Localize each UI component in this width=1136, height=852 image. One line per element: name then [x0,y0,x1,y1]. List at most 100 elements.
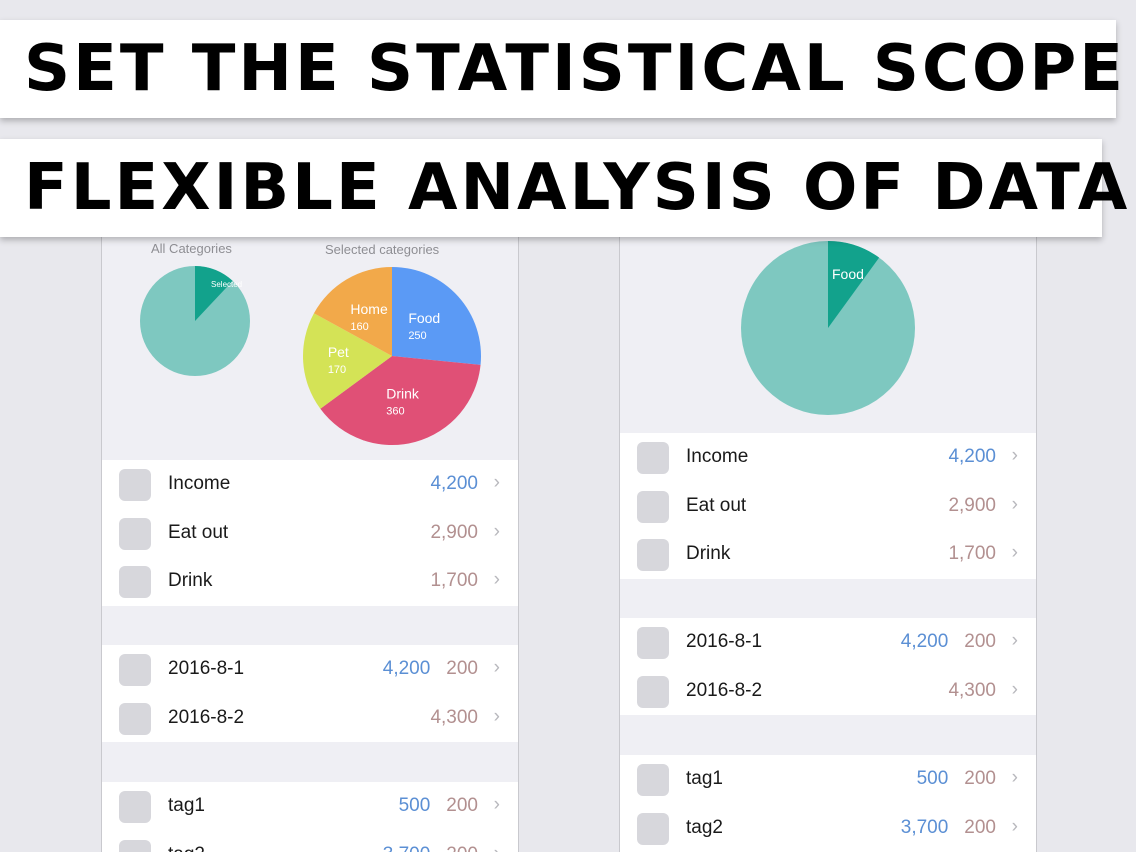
row-value-secondary: 200 [964,768,996,789]
row-label: 2016-8-2 [168,706,245,728]
food-scope-pie[interactable]: Food [740,240,916,416]
row-value: 4,200 [430,473,478,494]
selected-categories-caption: Selected categories [325,242,440,257]
tag-row[interactable]: tag1 500 200 › [620,755,1036,804]
slice-value: 160 [350,321,368,333]
row-value: 3,700 [900,816,949,838]
all-categories-pie[interactable]: Selected [135,261,255,381]
checkbox[interactable] [637,539,669,572]
pie-slice-food[interactable] [392,267,481,365]
headline-text-2: FLEXIBLE ANALYSIS OF DATA [24,151,1131,225]
tag-row[interactable]: tag1 500 200 › [102,782,518,831]
row-value-secondary: 200 [964,631,996,652]
checkbox[interactable] [119,791,151,823]
row-label: Income [168,473,231,494]
chevron-right-icon: › [1011,445,1018,466]
row-value: 4,300 [948,679,996,701]
chevron-right-icon: › [493,520,500,542]
slice-value: 360 [386,406,404,418]
slice-label: Food [408,310,440,326]
headline-banner-2: FLEXIBLE ANALYSIS OF DATA [0,139,1127,237]
row-value: 2,900 [948,494,996,516]
category-row-drink[interactable]: Drink 1,700 › [620,530,1036,579]
checkbox[interactable] [637,812,669,845]
category-row-income[interactable]: Income 4,200 › [102,460,518,509]
row-value-secondary: 200 [446,844,478,852]
checkbox[interactable] [119,702,151,735]
category-row-eat-out[interactable]: Eat out 2,900 › [102,509,518,558]
row-label: Drink [168,570,213,592]
row-label: Eat out [686,494,747,516]
food-slice [828,241,880,328]
checkbox[interactable] [637,442,669,474]
left-phone-screen: All Categories Selected categories Selec… [101,200,519,852]
row-value: 1,700 [430,570,478,592]
tag-row[interactable]: tag2 3,700 200 › [620,804,1036,852]
checkbox[interactable] [637,764,669,796]
tag-row[interactable]: tag2 3,700 200 › [102,831,518,852]
pie-slice-drink[interactable] [320,356,481,445]
checkbox[interactable] [119,469,151,501]
row-value: 500 [398,795,431,816]
row-value: 2,900 [430,521,478,543]
checkbox[interactable] [637,490,669,523]
chevron-right-icon: › [1011,678,1018,700]
left-tags-section: tag1 500 200 › tag2 3,700 200 › [102,782,518,852]
row-value: 4,300 [430,706,478,728]
checkbox[interactable] [637,675,669,708]
category-row-income[interactable]: Income 4,200 › [620,433,1036,482]
checkbox[interactable] [119,654,151,686]
category-row-eat-out[interactable]: Eat out 2,900 › [620,482,1036,531]
right-tags-section: tag1 500 200 › tag2 3,700 200 › [620,755,1036,852]
slice-label: Drink [386,386,420,402]
chevron-right-icon: › [1011,493,1018,515]
selected-slice [195,266,233,321]
right-categories-section: Income 4,200 › Eat out 2,900 › Drink 1,7… [620,433,1036,580]
checkbox[interactable] [119,566,151,599]
row-value-secondary: 200 [964,816,996,838]
pie-slice-pet[interactable] [303,313,392,409]
chevron-right-icon: › [1011,630,1018,651]
date-row[interactable]: 2016-8-2 4,300 › [102,694,518,743]
pie-slice-home[interactable] [313,267,392,356]
checkbox[interactable] [637,627,669,659]
row-label: tag2 [168,844,205,852]
row-value: 1,700 [948,543,996,565]
left-categories-section: Income 4,200 › Eat out 2,900 › Drink 1,7… [102,460,518,607]
category-row-drink[interactable]: Drink 1,700 › [102,557,518,606]
row-label: tag2 [686,816,723,838]
date-row[interactable]: 2016-8-1 4,200 200 › [620,618,1036,667]
left-dates-section: 2016-8-1 4,200 200 › 2016-8-2 4,300 › [102,645,518,743]
chevron-right-icon: › [1011,815,1018,837]
checkbox[interactable] [119,517,151,550]
row-value: 4,200 [900,631,949,652]
row-label: tag1 [168,795,205,816]
row-label: Eat out [168,521,229,543]
row-value-secondary: 200 [446,795,478,816]
slice-value: 250 [408,330,426,342]
food-slice-label: Food [832,266,864,282]
selected-categories-pie[interactable]: Food 250 Drink 360 Pet 170 Home 160 [300,264,484,448]
headline-text-1: SET THE STATISTICAL SCOPE [24,32,1126,106]
chevron-right-icon: › [493,569,500,591]
slice-label: Home [350,301,388,317]
date-row[interactable]: 2016-8-1 4,200 200 › [102,645,518,694]
chevron-right-icon: › [493,705,500,727]
checkbox[interactable] [119,839,151,852]
right-phone-screen: Food Income 4,200 › Eat out 2,900 › Drin… [619,200,1037,852]
row-value: 3,700 [383,844,431,852]
chevron-right-icon: › [1011,542,1018,564]
row-label: Income [686,446,749,467]
chevron-right-icon: › [493,794,500,815]
row-label: 2016-8-1 [168,658,245,679]
row-value-secondary: 200 [446,658,478,679]
chevron-right-icon: › [493,472,500,493]
chevron-right-icon: › [1011,767,1018,788]
row-value: 4,200 [382,658,431,679]
chevron-right-icon: › [493,657,500,678]
date-row[interactable]: 2016-8-2 4,300 › [620,667,1036,716]
right-dates-section: 2016-8-1 4,200 200 › 2016-8-2 4,300 › [620,618,1036,716]
slice-label: Pet [328,344,349,360]
row-value: 500 [916,768,949,789]
row-label: 2016-8-1 [686,631,763,652]
